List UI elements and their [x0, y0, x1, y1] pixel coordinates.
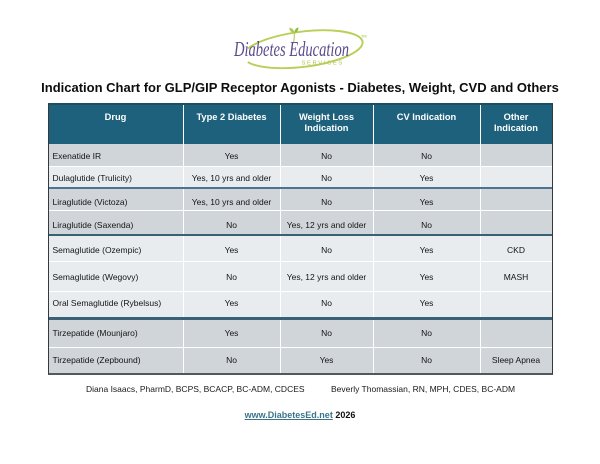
- svg-text:TM: TM: [361, 35, 366, 39]
- svg-text:Diabetes Education: Diabetes Education: [233, 37, 349, 61]
- svg-text:SERVICES: SERVICES: [302, 60, 344, 66]
